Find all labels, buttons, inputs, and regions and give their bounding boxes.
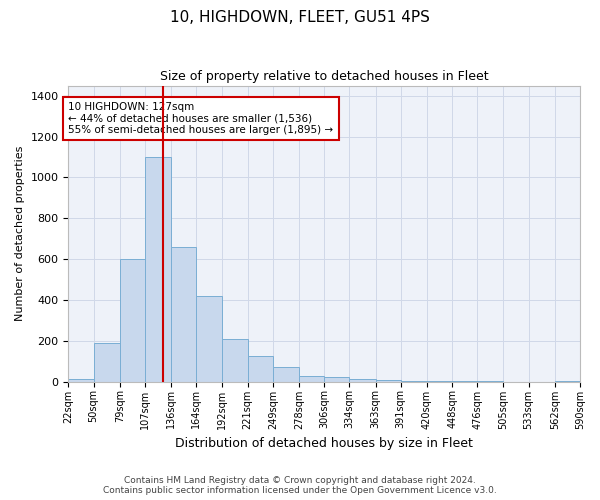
- Text: Contains HM Land Registry data © Crown copyright and database right 2024.
Contai: Contains HM Land Registry data © Crown c…: [103, 476, 497, 495]
- Bar: [145, 157, 171, 382]
- Bar: [401, 380, 427, 382]
- Bar: [94, 343, 120, 382]
- Bar: [376, 380, 401, 382]
- Text: 10 HIGHDOWN: 127sqm
← 44% of detached houses are smaller (1,536)
55% of semi-det: 10 HIGHDOWN: 127sqm ← 44% of detached ho…: [68, 102, 334, 135]
- Title: Size of property relative to detached houses in Fleet: Size of property relative to detached ho…: [160, 70, 488, 83]
- Bar: [324, 377, 349, 382]
- Bar: [273, 368, 299, 382]
- Bar: [427, 381, 452, 382]
- Bar: [120, 259, 145, 382]
- Bar: [68, 378, 94, 382]
- Bar: [196, 296, 221, 382]
- Bar: [221, 339, 248, 382]
- Bar: [171, 247, 196, 382]
- Bar: [248, 356, 273, 382]
- Y-axis label: Number of detached properties: Number of detached properties: [15, 146, 25, 322]
- Text: 10, HIGHDOWN, FLEET, GU51 4PS: 10, HIGHDOWN, FLEET, GU51 4PS: [170, 10, 430, 25]
- Bar: [299, 376, 324, 382]
- Bar: [349, 378, 376, 382]
- X-axis label: Distribution of detached houses by size in Fleet: Distribution of detached houses by size …: [175, 437, 473, 450]
